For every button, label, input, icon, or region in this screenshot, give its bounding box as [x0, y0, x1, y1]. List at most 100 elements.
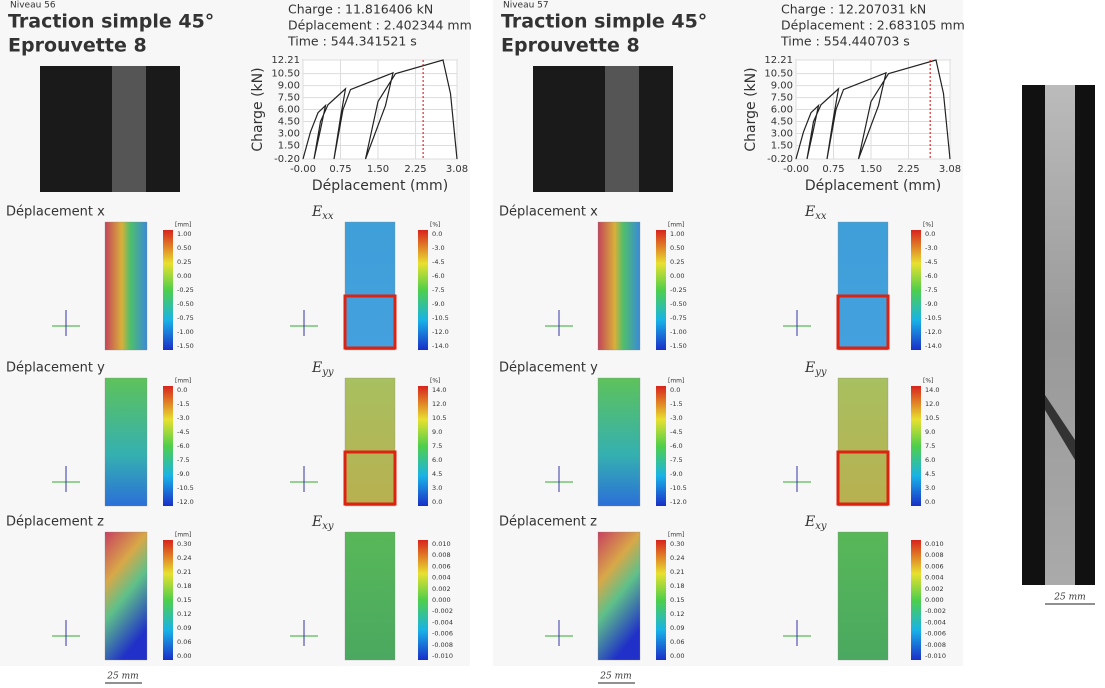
colorbar-tick-label: 0.008: [925, 551, 944, 559]
colorbar-tick-label: 0.09: [670, 624, 684, 632]
colorbar-tick-label: -1.50: [670, 342, 687, 350]
x-tick-label: 1.50: [367, 164, 389, 175]
colorbar-tick-label: 0.008: [432, 551, 451, 559]
colorbar-tick-label: -0.004: [925, 618, 946, 626]
colorbar-tick-label: 4.5: [432, 470, 442, 478]
colorbar-tick-label: -3.0: [925, 244, 938, 252]
colorbar-tick-label: 0.06: [670, 638, 684, 646]
strain-label: Exx: [804, 204, 827, 222]
colorbar-tick-label: -12.0: [925, 328, 942, 336]
colorbar-tick-label: -0.25: [177, 286, 194, 294]
x-tick-label: 3.08: [446, 164, 468, 175]
strain-subscript: xy: [815, 521, 827, 532]
y-tick-label: 3.00: [771, 128, 793, 139]
colorbar-tick-label: 0.18: [670, 582, 684, 590]
colorbar-tick-label: 0.00: [670, 272, 684, 280]
colorbar-tick-label: -1.5: [670, 400, 683, 408]
colorbar-tick-label: 0.004: [925, 574, 944, 582]
colorbar: [911, 386, 921, 506]
colorbar-tick-label: -7.5: [670, 456, 683, 464]
readout: Time : 544.341521 s: [287, 34, 417, 49]
colorbar-tick-label: 0.002: [925, 585, 944, 593]
strain-label: Eyy: [311, 360, 334, 378]
colorbar-tick-label: -0.010: [432, 652, 453, 660]
x-tick-label: 3.08: [939, 164, 961, 175]
colorbar-tick-label: 0.30: [670, 540, 684, 548]
strain-subscript: xx: [322, 211, 334, 222]
colorbar-tick-label: -10.5: [670, 484, 687, 492]
colorbar-tick-label: -10.5: [432, 314, 449, 322]
colorbar-tick-label: 0.000: [925, 596, 944, 604]
colorbar-tick-label: -0.008: [925, 641, 946, 649]
readout: Charge : 12.207031 kN: [781, 2, 926, 17]
y-tick-label: 7.50: [771, 93, 793, 104]
colorbar-tick-label: 7.5: [432, 442, 442, 450]
readout: Time : 554.440703 s: [780, 34, 910, 49]
field-map: [104, 377, 148, 507]
colorbar-tick-label: -7.5: [925, 286, 938, 294]
colorbar-tick-label: -0.006: [925, 630, 946, 638]
colorbar-tick-label: 0.00: [670, 652, 684, 660]
colorbar: [418, 230, 428, 350]
x-tick-label: 0.75: [329, 164, 351, 175]
x-axis-label: Déplacement (mm): [805, 178, 941, 194]
colorbar-tick-label: 0.21: [670, 568, 684, 576]
y-tick-label: 3.00: [278, 128, 300, 139]
highlight-box: [836, 450, 890, 506]
colorbar-tick-label: -1.5: [177, 400, 190, 408]
colorbar-tick-label: -9.0: [432, 300, 445, 308]
colorbar-tick-label: 14.0: [925, 386, 939, 394]
x-tick-label: 2.25: [897, 164, 919, 175]
panel-title: Eprouvette 8: [501, 35, 640, 57]
camera-image: [40, 66, 180, 192]
colorbar-unit: [%]: [430, 222, 440, 229]
panel-title: Eprouvette 8: [8, 35, 147, 57]
y-tick-label: 4.50: [771, 117, 793, 128]
colorbar-tick-label: -3.0: [670, 414, 683, 422]
colorbar-tick-label: 0.09: [177, 624, 191, 632]
colorbar-tick-label: -1.00: [670, 328, 687, 336]
field-map: [597, 221, 641, 351]
colorbar-tick-label: -0.50: [670, 300, 687, 308]
colorbar-tick-label: 7.5: [925, 442, 935, 450]
x-tick-label: -0.00: [290, 164, 316, 175]
colorbar-unit: [mm]: [175, 378, 191, 385]
colorbar-tick-label: 0.0: [432, 498, 442, 506]
colorbar-tick-label: 1.00: [670, 230, 684, 238]
colorbar-tick-label: -14.0: [432, 342, 449, 350]
field-map: [837, 221, 889, 351]
colorbar: [656, 386, 666, 506]
colorbar-tick-label: -6.0: [925, 272, 938, 280]
y-tick-label: 12.21: [271, 55, 300, 66]
load-curve: [302, 59, 458, 160]
colorbar: [418, 540, 428, 660]
strain-label: Exx: [311, 204, 334, 222]
level-label: Niveau 56: [10, 1, 56, 11]
camera-specimen: [112, 66, 146, 192]
row-label: Déplacement z: [6, 515, 104, 530]
x-axis-label: Déplacement (mm): [312, 178, 448, 194]
field-map: [597, 531, 641, 661]
highlight-box: [343, 450, 397, 506]
colorbar-unit: [mm]: [175, 222, 191, 229]
row-label: Déplacement x: [499, 205, 598, 220]
x-tick-label: 0.75: [822, 164, 844, 175]
colorbar-tick-label: -7.5: [432, 286, 445, 294]
colorbar-tick-label: 9.0: [432, 428, 442, 436]
colorbar-tick-label: -6.0: [432, 272, 445, 280]
field-map: [344, 221, 396, 351]
colorbar-tick-label: -4.5: [177, 428, 190, 436]
colorbar-tick-label: 0.25: [670, 258, 684, 266]
strain-subscript: xy: [322, 521, 334, 532]
colorbar-tick-label: 0.21: [177, 568, 191, 576]
colorbar-tick-label: -1.00: [177, 328, 194, 336]
y-tick-label: 9.00: [278, 81, 300, 92]
y-tick-label: 12.21: [764, 55, 793, 66]
x-tick-label: 1.50: [860, 164, 882, 175]
colorbar-tick-label: -9.0: [177, 470, 190, 478]
colorbar-unit: [mm]: [668, 532, 684, 539]
strain-subscript: xx: [815, 211, 827, 222]
colorbar-tick-label: 0.010: [925, 540, 944, 548]
colorbar: [911, 230, 921, 350]
